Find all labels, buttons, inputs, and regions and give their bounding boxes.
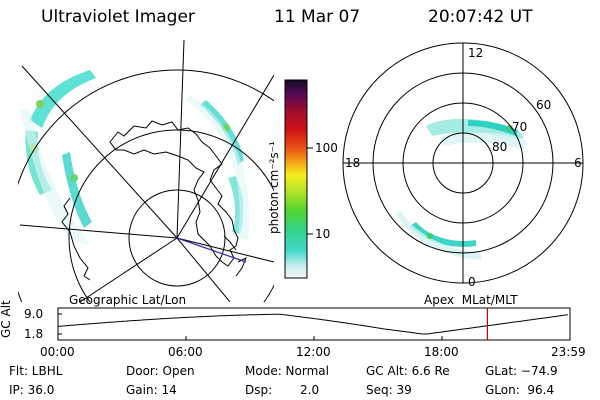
mlat-label-60: 60: [536, 98, 552, 112]
colorbar-unit-label: photon cm⁻²s⁻¹: [267, 141, 281, 234]
status-seq: Seq: 39: [366, 383, 412, 397]
polar-panel-label: Apex MLat/MLT: [424, 293, 518, 307]
polar-map: [342, 42, 584, 284]
orbit-plot-ticks: [57, 313, 571, 340]
coastline-west: [61, 197, 91, 281]
orbit-ytick-1-8: 1.8: [24, 327, 44, 341]
orbit-xtick-2359: 23:59: [551, 345, 586, 359]
orbit-altitude-plot: [57, 307, 571, 341]
observation-date: 11 Mar 07: [274, 7, 361, 27]
status-mode: Mode: Normal: [245, 364, 329, 378]
status-glat: GLat: −74.9: [485, 364, 558, 378]
geographic-map: [18, 40, 274, 302]
mlt-label-12: 12: [468, 46, 484, 60]
orbit-xtick-1800: 18:00: [424, 345, 459, 359]
geo-latitude-circles: [18, 69, 274, 302]
orbit-xtick-0000: 00:00: [40, 345, 75, 359]
mlat-label-80: 80: [492, 140, 508, 154]
orbit-xtick-1200: 12:00: [296, 345, 331, 359]
status-filter: Flt: LBHL: [9, 364, 63, 378]
mlt-label-6: 6: [574, 156, 582, 170]
status-dsp-value: 2.0: [300, 383, 320, 397]
status-door: Door: Open: [126, 364, 195, 378]
geo-longitude-lines: [19, 40, 274, 302]
polar-mlt-axes: [343, 43, 583, 283]
colorbar-label-10: 10: [315, 227, 331, 241]
status-dsp-label: Dsp:: [245, 383, 273, 397]
instrument-title: Ultraviolet Imager: [41, 7, 195, 27]
status-gain: Gain: 14: [126, 383, 177, 397]
colorbar-label-100: 100: [315, 141, 338, 155]
mlt-label-0: 0: [468, 275, 476, 289]
status-ip: IP: 36.0: [9, 383, 55, 397]
ground-track: [176, 237, 247, 263]
aurora-emission-geo: [20, 70, 250, 245]
colorbar: [284, 79, 308, 279]
status-glon: GLon: 96.4: [485, 383, 555, 397]
coastline: [109, 120, 239, 267]
mlt-label-18: 18: [345, 156, 361, 170]
observation-time: 20:07:42 UT: [428, 7, 533, 27]
orbit-xtick-0600: 06:00: [168, 345, 203, 359]
orbit-plot-frame: [57, 307, 571, 341]
orbit-altitude-curve: [57, 313, 568, 335]
orbit-ytick-9: 9.0: [24, 307, 44, 321]
geo-panel-label: Geographic Lat/Lon: [69, 293, 187, 307]
status-gc-alt: GC Alt: 6.6 Re: [366, 364, 450, 378]
orbit-ylabel: GC Alt: [0, 300, 13, 338]
mlat-label-70: 70: [512, 120, 528, 134]
